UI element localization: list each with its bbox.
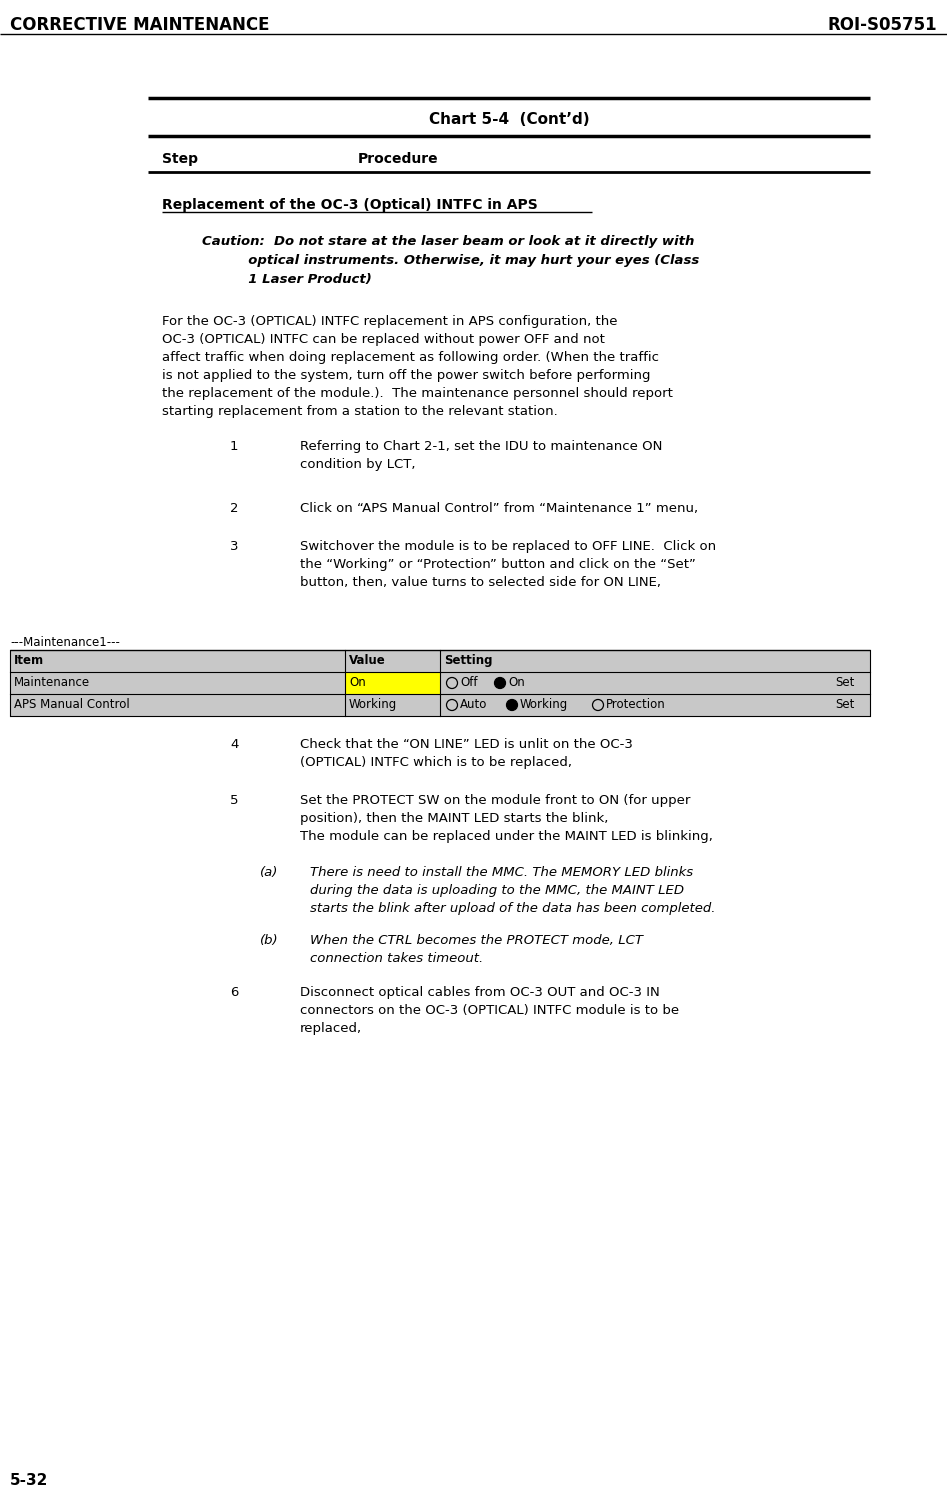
Bar [10,694,870,717]
Text: Step: Step [162,152,198,166]
Text: When the CTRL becomes the PROTECT mode, LCT: When the CTRL becomes the PROTECT mode, … [310,935,643,947]
Text: connectors on the OC-3 (OPTICAL) INTFC module is to be: connectors on the OC-3 (OPTICAL) INTFC m… [300,1003,679,1017]
Text: For the OC-3 (OPTICAL) INTFC replacement in APS configuration, the: For the OC-3 (OPTICAL) INTFC replacement… [162,315,617,328]
Text: OC-3 (OPTICAL) INTFC can be replaced without power OFF and not: OC-3 (OPTICAL) INTFC can be replaced wit… [162,333,605,346]
Text: 5: 5 [230,794,239,808]
Text: button, then, value turns to selected side for ON LINE,: button, then, value turns to selected si… [300,576,661,590]
Text: (OPTICAL) INTFC which is to be replaced,: (OPTICAL) INTFC which is to be replaced, [300,755,572,769]
Text: ROI-S05751: ROI-S05751 [828,16,937,34]
Text: is not applied to the system, turn off the power switch before performing: is not applied to the system, turn off t… [162,369,651,382]
Text: 5-32: 5-32 [10,1474,48,1489]
Text: The module can be replaced under the MAINT LED is blinking,: The module can be replaced under the MAI… [300,830,713,844]
Text: 1 Laser Product): 1 Laser Product) [202,273,372,287]
Text: Maintenance: Maintenance [14,676,90,688]
Text: ---Maintenance1---: ---Maintenance1--- [10,636,120,649]
Text: replaced,: replaced, [300,1023,362,1035]
Text: CORRECTIVE MAINTENANCE: CORRECTIVE MAINTENANCE [10,16,270,34]
Text: Off: Off [460,676,477,688]
Text: the “Working” or “Protection” button and click on the “Set”: the “Working” or “Protection” button and… [300,558,696,570]
Text: the replacement of the module.).  The maintenance personnel should report: the replacement of the module.). The mai… [162,387,673,400]
Text: Procedure: Procedure [358,152,438,166]
Text: starts the blink after upload of the data has been completed.: starts the blink after upload of the dat… [310,902,716,915]
Text: Click on “APS Manual Control” from “Maintenance 1” menu,: Click on “APS Manual Control” from “Main… [300,502,698,515]
Text: Setting: Setting [444,654,492,667]
Bar [10,672,870,694]
Text: connection takes timeout.: connection takes timeout. [310,953,483,964]
Text: On: On [508,676,525,688]
Text: 6: 6 [230,985,239,999]
Text: Check that the “ON LINE” LED is unlit on the OC-3: Check that the “ON LINE” LED is unlit on… [300,738,633,751]
Text: Set the PROTECT SW on the module front to ON (for upper: Set the PROTECT SW on the module front t… [300,794,690,808]
Text: 3: 3 [230,540,239,552]
Text: 1: 1 [230,440,239,452]
Text: Referring to Chart 2-1, set the IDU to maintenance ON: Referring to Chart 2-1, set the IDU to m… [300,440,662,452]
Text: On: On [349,676,366,688]
Circle shape [494,678,506,688]
Text: (b): (b) [260,935,278,947]
Text: Switchover the module is to be replaced to OFF LINE.  Click on: Switchover the module is to be replaced … [300,540,716,552]
Text: Set: Set [835,699,854,711]
Text: Working: Working [520,699,568,711]
Text: optical instruments. Otherwise, it may hurt your eyes (Class: optical instruments. Otherwise, it may h… [202,254,699,267]
Text: Item: Item [14,654,45,667]
Text: affect traffic when doing replacement as following order. (When the traffic: affect traffic when doing replacement as… [162,351,659,364]
Text: Replacement of the OC-3 (Optical) INTFC in APS: Replacement of the OC-3 (Optical) INTFC … [162,199,538,212]
Text: 2: 2 [230,502,239,515]
Text: starting replacement from a station to the relevant station.: starting replacement from a station to t… [162,405,558,418]
Text: Chart 5-4  (Cont’d): Chart 5-4 (Cont’d) [429,112,589,127]
Bar [345,672,440,694]
Bar [10,649,870,672]
Text: Value: Value [349,654,385,667]
Text: (a): (a) [260,866,278,879]
Text: Disconnect optical cables from OC-3 OUT and OC-3 IN: Disconnect optical cables from OC-3 OUT … [300,985,660,999]
Text: Auto: Auto [460,699,488,711]
Text: Working: Working [349,699,397,711]
Text: condition by LCT,: condition by LCT, [300,458,416,470]
Text: APS Manual Control: APS Manual Control [14,699,130,711]
Text: during the data is uploading to the MMC, the MAINT LED: during the data is uploading to the MMC,… [310,884,684,897]
Text: 4: 4 [230,738,239,751]
Text: There is need to install the MMC. The MEMORY LED blinks: There is need to install the MMC. The ME… [310,866,693,879]
Text: position), then the MAINT LED starts the blink,: position), then the MAINT LED starts the… [300,812,608,826]
Text: Caution:  Do not stare at the laser beam or look at it directly with: Caution: Do not stare at the laser beam … [202,234,694,248]
Circle shape [507,700,517,711]
Text: Protection: Protection [606,699,666,711]
Text: Set: Set [835,676,854,688]
